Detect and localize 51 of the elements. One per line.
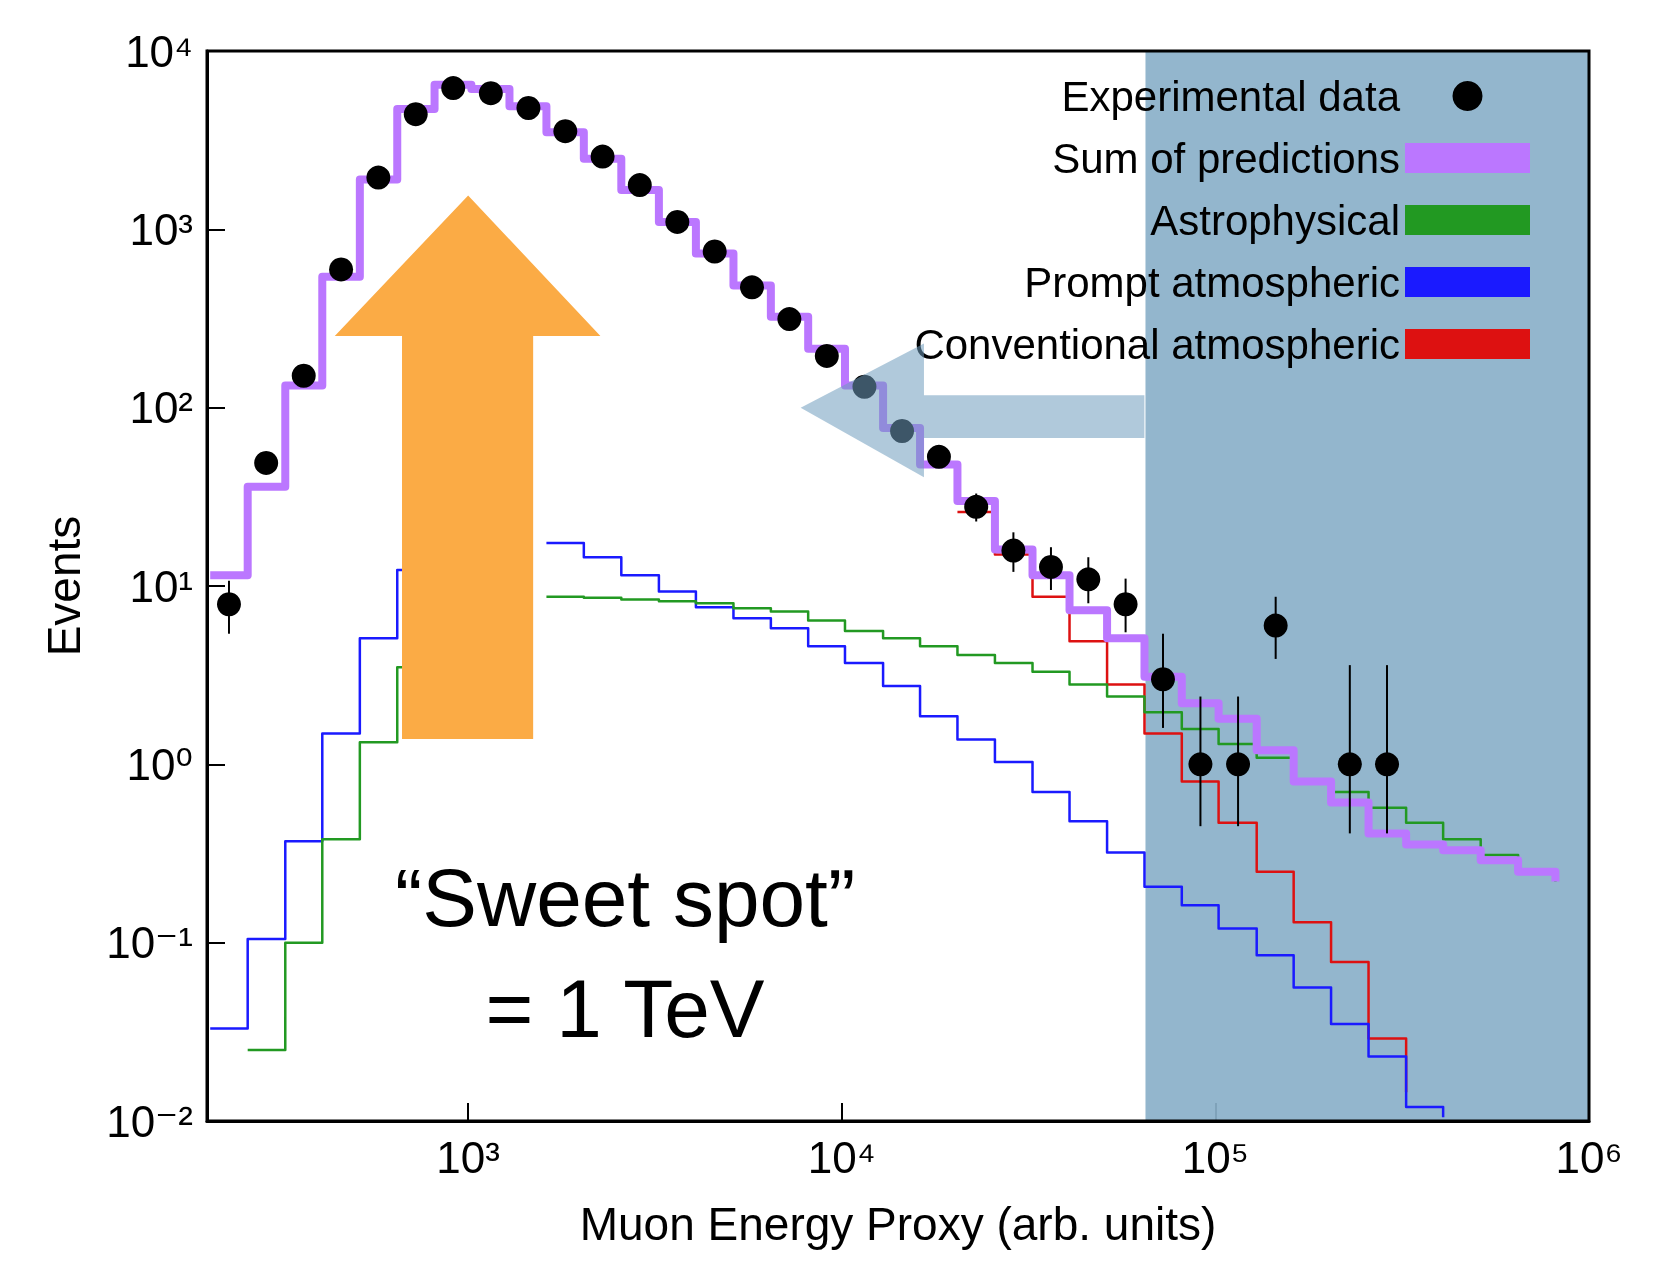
point (1113, 592, 1138, 617)
x-tick-label: 10³ (436, 1132, 500, 1182)
y-tick-label: 10⁻² (106, 1096, 193, 1146)
y-tick-label: 10¹ (129, 561, 193, 611)
point (852, 374, 877, 399)
point (1226, 752, 1251, 777)
y-tick-label: 10³ (129, 204, 193, 254)
legend-label: Conventional atmospheric (914, 320, 1400, 368)
point (1188, 752, 1213, 777)
point (740, 275, 764, 300)
legend-label: Sum of predictions (1052, 134, 1400, 182)
point (665, 209, 690, 234)
point (1076, 567, 1101, 592)
point (553, 119, 578, 144)
point (516, 96, 541, 120)
legend-label: Astrophysical (1150, 196, 1400, 244)
point (702, 239, 727, 264)
point (890, 418, 915, 443)
y-tick-label: 10⁴ (125, 26, 193, 76)
point (964, 494, 989, 519)
annotation: “Sweet spot” (394, 851, 856, 943)
x-tick-label: 10⁴ (807, 1132, 876, 1182)
point (1263, 613, 1288, 638)
y-tick-label: 10⁰ (126, 739, 193, 789)
point (329, 257, 354, 282)
point (1151, 667, 1175, 692)
point (254, 450, 279, 475)
point (926, 444, 951, 469)
y-tick-label: 10⁻¹ (106, 918, 193, 968)
point (627, 173, 652, 198)
y-axis-title: Events (38, 515, 90, 657)
point (1001, 538, 1026, 563)
point (590, 144, 615, 169)
point (1337, 752, 1362, 777)
point (478, 81, 503, 106)
x-axis-title: Muon Energy Proxy (arb. units) (579, 1198, 1217, 1250)
legend-label: Experimental data (1061, 72, 1401, 120)
point (777, 307, 802, 332)
point (366, 165, 391, 190)
point (1375, 752, 1400, 777)
point (814, 343, 839, 368)
point (1038, 554, 1063, 579)
x-tick-label: 10⁵ (1181, 1132, 1249, 1182)
y-tick-label: 10² (129, 383, 193, 433)
point (217, 592, 241, 617)
annotation: = 1 TeV (485, 962, 765, 1054)
legend-label: Prompt atmospheric (1024, 258, 1400, 306)
x-tick-label: 10⁶ (1555, 1132, 1623, 1182)
point (441, 76, 466, 101)
point (291, 363, 316, 388)
point (403, 102, 428, 127)
